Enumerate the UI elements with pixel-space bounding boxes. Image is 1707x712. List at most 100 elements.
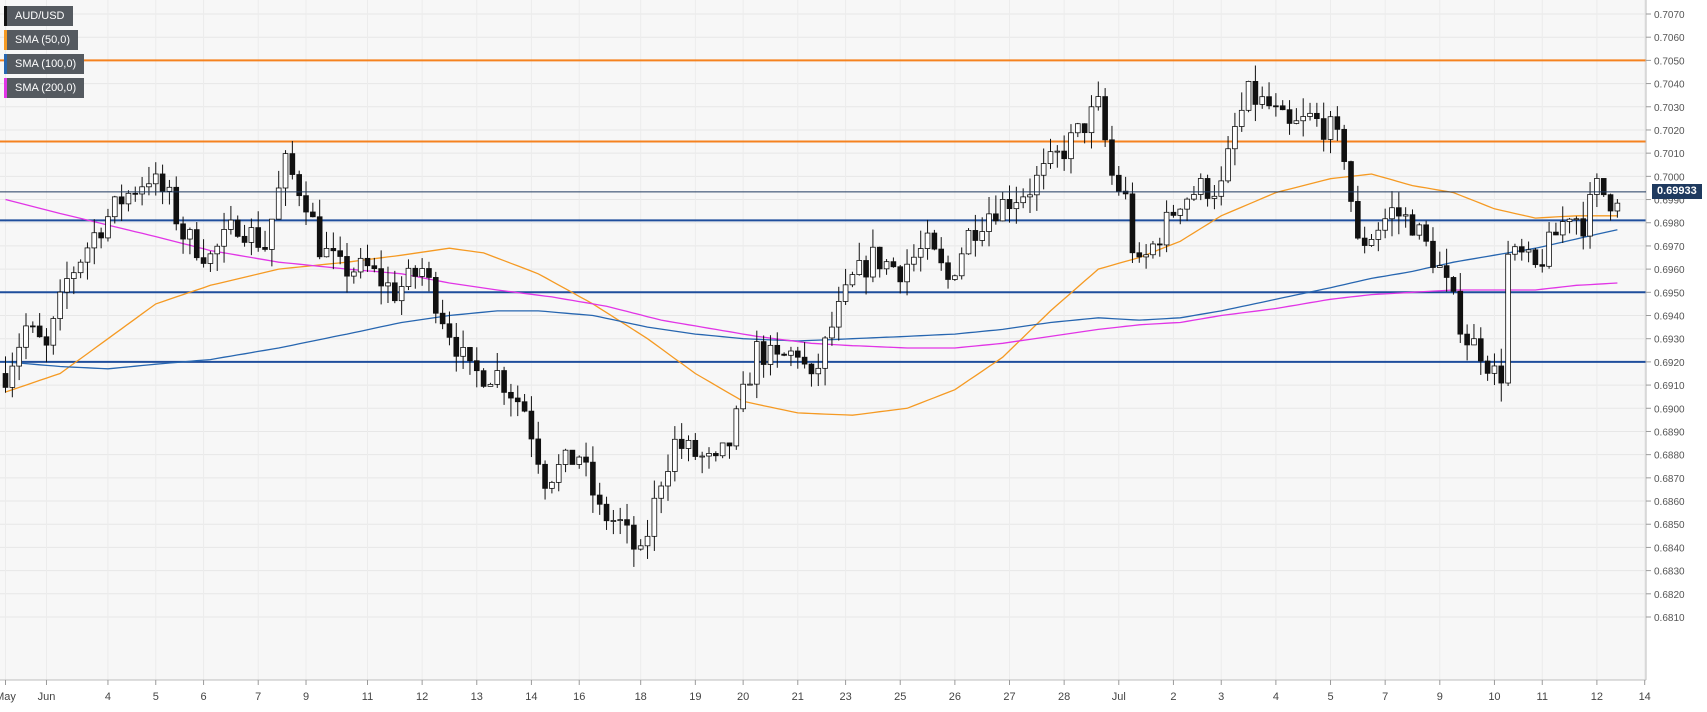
y-tick-label: 0.7010 <box>1654 149 1685 160</box>
candle-bull <box>822 337 828 369</box>
candle-bear <box>678 438 685 449</box>
candle-bear <box>296 174 302 197</box>
x-tick-label: 21 <box>792 691 804 703</box>
candle-bear <box>890 261 897 268</box>
candle-bull <box>965 230 972 255</box>
candle-bear <box>432 277 439 314</box>
x-tick-label: 18 <box>635 691 647 703</box>
candle-bull <box>146 183 152 188</box>
candle-bear <box>1409 214 1416 236</box>
candle-bull <box>139 186 145 195</box>
x-axis-ticks: MayJun456791112131416181920212325262728J… <box>0 680 1651 703</box>
candle-bull <box>637 545 644 550</box>
sma-line <box>5 229 1618 370</box>
candle-bear <box>774 344 781 355</box>
legend-item-sma-200[interactable]: SMA (200,0) <box>4 78 85 98</box>
candle-bull <box>788 350 794 356</box>
candle-bear <box>1464 333 1470 346</box>
candle-bull <box>187 229 193 240</box>
x-tick-label: 12 <box>416 691 428 703</box>
candle-bear <box>426 268 432 278</box>
candle-bear <box>1607 194 1614 212</box>
x-tick-label: 13 <box>471 691 483 703</box>
candle-bull <box>1163 211 1170 246</box>
candle-bear <box>1320 118 1327 140</box>
candle-bear <box>1341 128 1347 162</box>
candle-bear <box>316 216 323 258</box>
candle-bull <box>1047 151 1054 164</box>
y-tick-label: 0.6840 <box>1654 543 1685 554</box>
candle-bull <box>77 261 84 274</box>
x-tick-label: 7 <box>1382 691 1388 703</box>
candle-bear <box>1361 237 1368 246</box>
y-tick-label: 0.7070 <box>1654 10 1685 21</box>
legend-item-sma-100[interactable]: SMA (100,0) <box>4 54 85 74</box>
y-tick-label: 0.6950 <box>1654 288 1685 299</box>
candle-bull <box>1293 120 1300 124</box>
candle-bear <box>993 213 999 222</box>
sma-line <box>5 198 1618 349</box>
candle-bull <box>904 263 910 283</box>
x-tick-label: 3 <box>1218 691 1224 703</box>
legend-item-sma-50[interactable]: SMA (50,0) <box>4 30 79 50</box>
candle-bear <box>1252 81 1259 105</box>
x-tick-label: May <box>0 691 16 703</box>
candle-bull <box>1546 231 1552 267</box>
legend: AUD/USD SMA (50,0) SMA (100,0) SMA (200,… <box>4 6 85 102</box>
candle-bear <box>1204 178 1211 199</box>
candle-bear <box>193 229 200 259</box>
candle-bear <box>1539 264 1546 267</box>
candle-bull <box>487 383 494 387</box>
candle-bull <box>754 341 760 385</box>
candle-bear <box>255 227 262 248</box>
x-tick-label: 27 <box>1003 691 1015 703</box>
candle-bull <box>842 284 849 302</box>
candle-bull <box>1566 218 1573 222</box>
candle-bear <box>1102 96 1108 141</box>
candle-bull <box>269 218 275 250</box>
candle-bull <box>1300 116 1307 122</box>
candle-bull <box>207 253 214 264</box>
candle-bull <box>706 453 712 457</box>
candle-bear <box>713 453 719 457</box>
candle-bear <box>801 356 808 365</box>
y-tick-label: 0.6820 <box>1654 590 1685 601</box>
candle-bear <box>234 219 241 237</box>
candle-bear <box>43 336 50 346</box>
legend-item-audusd[interactable]: AUD/USD <box>4 6 73 26</box>
candle-bull <box>829 326 835 339</box>
candle-bear <box>692 439 699 457</box>
candle-bear <box>480 370 487 387</box>
y-tick-label: 0.6850 <box>1654 520 1685 531</box>
candle-bear <box>36 325 43 338</box>
candle-bull <box>228 219 234 230</box>
candle-bull <box>1594 178 1600 195</box>
candle-bull <box>747 383 753 386</box>
candle-bear <box>200 257 207 264</box>
legend-swatch <box>4 78 7 98</box>
legend-label: SMA (200,0) <box>15 82 77 94</box>
candle-bear <box>446 323 453 338</box>
current-price-badge: 0.69933 <box>1652 183 1702 199</box>
candle-bull <box>57 291 63 319</box>
candle-bear <box>521 401 528 412</box>
x-tick-label: 14 <box>1639 691 1651 703</box>
candle-bear <box>1600 178 1607 196</box>
candle-bear <box>1081 123 1088 134</box>
candle-bear <box>808 363 815 375</box>
candle-bear <box>945 262 951 280</box>
candle-bull <box>91 232 98 249</box>
candle-bull <box>1027 194 1033 198</box>
candle-bull <box>740 383 746 410</box>
candle-bull <box>1587 194 1593 237</box>
candle-bull <box>1512 246 1518 255</box>
candle-bull <box>1232 126 1238 150</box>
y-tick-label: 0.7000 <box>1654 172 1685 183</box>
candle-bull <box>50 318 57 346</box>
candle-bull <box>1197 178 1204 195</box>
x-tick-label: 4 <box>1273 691 1279 703</box>
legend-swatch <box>4 54 7 74</box>
candle-bull <box>924 232 931 249</box>
candle-bear <box>1115 174 1122 192</box>
